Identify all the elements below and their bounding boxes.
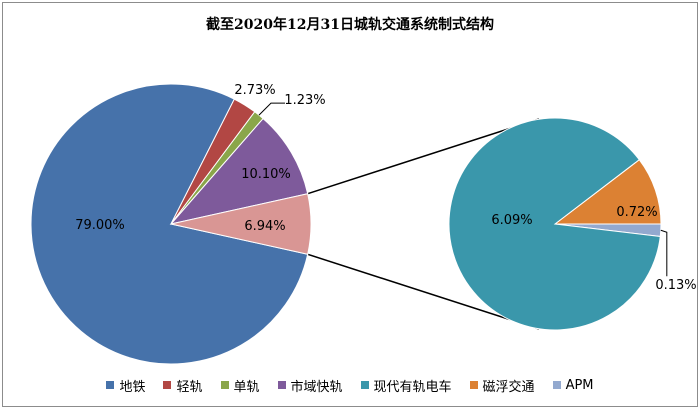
legend-item: 市域快轨: [277, 376, 343, 395]
legend-swatch: [552, 381, 561, 389]
data-label: 0.72%: [616, 205, 657, 220]
pie-slice: [169, 117, 309, 225]
legend-label: 轻轨: [176, 379, 203, 395]
chart-title: 截至2020年12月31日城轨交通系统制式结构: [206, 17, 494, 33]
legend-swatch: [469, 381, 478, 389]
legend-item: 单轨: [220, 376, 260, 395]
connector-line: [307, 118, 540, 195]
pie-slice: [30, 83, 309, 365]
leader-line: [258, 102, 285, 116]
legend-swatch: [106, 381, 115, 389]
legend-item: 现代有轨电车: [360, 376, 452, 395]
legend-swatch: [163, 381, 172, 389]
data-label: 10.10%: [241, 167, 291, 182]
leader-line: [660, 229, 668, 277]
data-label: 6.09%: [491, 213, 532, 228]
legend-label: APM: [565, 377, 594, 393]
legend-label: 现代有轨电车: [373, 379, 452, 395]
sub-pie-slice: [553, 158, 662, 225]
legend-swatch: [277, 381, 286, 389]
legend-swatch: [220, 381, 229, 389]
data-label: 1.23%: [284, 93, 325, 108]
legend-item: 轻轨: [163, 376, 203, 395]
connector-line: [307, 253, 540, 330]
data-label: 6.94%: [244, 219, 285, 234]
legend-item: 磁浮交通: [469, 376, 535, 395]
pie-slice-other: [170, 193, 312, 255]
legend-label: 地铁: [119, 379, 146, 395]
sub-pie-slice: [448, 117, 661, 331]
legend-label: 市域快轨: [290, 379, 343, 395]
data-label: 2.73%: [234, 83, 275, 98]
chart-legend: 地铁 轻轨 单轨 市域快轨 现代有轨电车 磁浮交通 APM: [0, 374, 700, 396]
legend-swatch: [360, 381, 369, 389]
data-label: 79.00%: [75, 218, 125, 233]
legend-label: 单轨: [233, 379, 260, 395]
data-label: 0.13%: [655, 278, 696, 293]
legend-item: APM: [552, 377, 594, 393]
legend-item: 地铁: [106, 376, 145, 395]
legend-label: 磁浮交通: [482, 379, 535, 395]
